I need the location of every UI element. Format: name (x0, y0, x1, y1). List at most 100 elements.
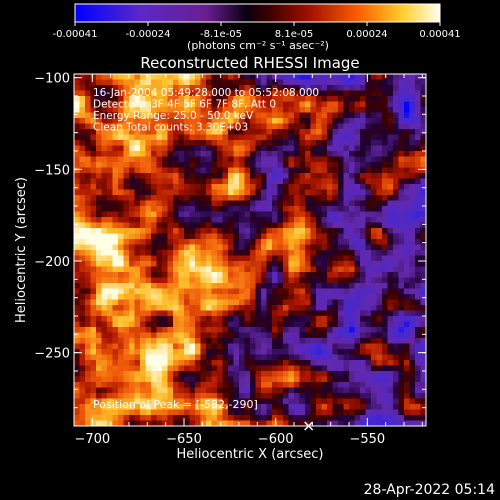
heatmap-cell (167, 365, 174, 372)
heatmap-cell (310, 222, 317, 229)
heatmap-cell (145, 376, 152, 383)
heatmap-cell (398, 195, 405, 201)
heatmap-cell (371, 305, 377, 311)
heatmap-cell (178, 404, 185, 410)
heatmap-cell (145, 129, 152, 135)
heatmap-cell (409, 404, 416, 410)
heatmap-cell (74, 134, 80, 141)
heatmap-cell (409, 261, 416, 267)
heatmap-cell (85, 321, 91, 328)
heatmap-cell (195, 409, 201, 416)
heatmap-cell (233, 299, 240, 306)
heatmap-cell (332, 85, 339, 91)
heatmap-cell (354, 305, 361, 311)
heatmap-cell (321, 288, 328, 295)
heatmap-cell (184, 365, 190, 372)
heatmap-cell (228, 123, 234, 130)
heatmap-cell (250, 338, 256, 344)
heatmap-cell (272, 222, 278, 229)
heatmap-cell (222, 239, 229, 245)
heatmap-cell (200, 299, 207, 306)
heatmap-cell (162, 310, 168, 317)
heatmap-cell (420, 283, 426, 289)
heatmap-cell (420, 74, 426, 80)
heatmap-cell (167, 184, 174, 190)
heatmap-cell (327, 162, 333, 168)
heatmap-cell (387, 134, 394, 141)
heatmap-cell (101, 195, 108, 201)
heatmap-cell (365, 112, 372, 119)
y-tick-label: −100 (34, 72, 70, 87)
heatmap-cell (178, 420, 185, 426)
heatmap-cell (250, 206, 256, 212)
heatmap-cell (101, 321, 108, 328)
heatmap-cell (250, 200, 256, 207)
heatmap-cell (239, 184, 245, 190)
heatmap-cell (173, 365, 179, 372)
heatmap-cell (354, 233, 361, 240)
heatmap-cell (151, 134, 157, 141)
heatmap-cell (354, 354, 361, 361)
heatmap-cell (255, 294, 262, 300)
heatmap-cell (123, 415, 130, 421)
heatmap-cell (129, 332, 135, 339)
heatmap-cell (277, 299, 284, 306)
heatmap-cell (178, 206, 185, 212)
heatmap-cell (162, 217, 168, 223)
heatmap-cell (393, 409, 399, 416)
heatmap-cell (134, 112, 141, 119)
heatmap-cell (294, 107, 300, 113)
heatmap-cell (228, 107, 234, 113)
heatmap-cell (79, 288, 86, 295)
heatmap-cell (261, 206, 267, 212)
heatmap-cell (294, 85, 300, 91)
heatmap-cell (261, 305, 267, 311)
heatmap-cell (112, 349, 119, 355)
heatmap-cell (360, 123, 366, 130)
heatmap-cell (239, 415, 245, 421)
heatmap-cell (299, 332, 306, 339)
heatmap-cell (200, 129, 207, 135)
heatmap-cell (167, 162, 174, 168)
heatmap-cell (118, 206, 124, 212)
heatmap-cell (228, 118, 234, 124)
heatmap-cell (261, 272, 267, 278)
heatmap-cell (255, 338, 262, 344)
heatmap-cell (156, 74, 163, 80)
heatmap-cell (107, 162, 113, 168)
heatmap-cell (151, 151, 157, 157)
heatmap-cell (156, 151, 163, 157)
heatmap-cell (90, 327, 97, 333)
heatmap-cell (393, 343, 399, 350)
heatmap-cell (387, 189, 394, 196)
heatmap-cell (173, 398, 179, 405)
heatmap-cell (376, 294, 383, 300)
heatmap-cell (310, 145, 317, 152)
heatmap-cell (409, 129, 416, 135)
heatmap-cell (404, 299, 410, 306)
heatmap-cell (239, 420, 245, 426)
heatmap-cell (178, 195, 185, 201)
heatmap-cell (409, 409, 416, 416)
heatmap-cell (151, 305, 157, 311)
heatmap-cell (360, 266, 366, 273)
heatmap-cell (360, 206, 366, 212)
heatmap-cell (118, 288, 124, 295)
heatmap-cell (398, 134, 405, 141)
heatmap-cell (283, 415, 289, 421)
heatmap-cell (371, 398, 377, 405)
heatmap-cell (140, 365, 146, 372)
heatmap-cell (305, 255, 311, 262)
heatmap-cell (376, 371, 383, 377)
heatmap-cell (371, 129, 377, 135)
heatmap-cell (393, 134, 399, 141)
heatmap-cell (162, 244, 168, 251)
heatmap-cell (90, 283, 97, 289)
heatmap-cell (299, 244, 306, 251)
heatmap-cell (206, 244, 212, 251)
heatmap-cell (338, 244, 344, 251)
heatmap-cell (112, 184, 119, 190)
heatmap-cell (156, 211, 163, 218)
heatmap-cell (299, 338, 306, 344)
heatmap-cell (393, 387, 399, 394)
